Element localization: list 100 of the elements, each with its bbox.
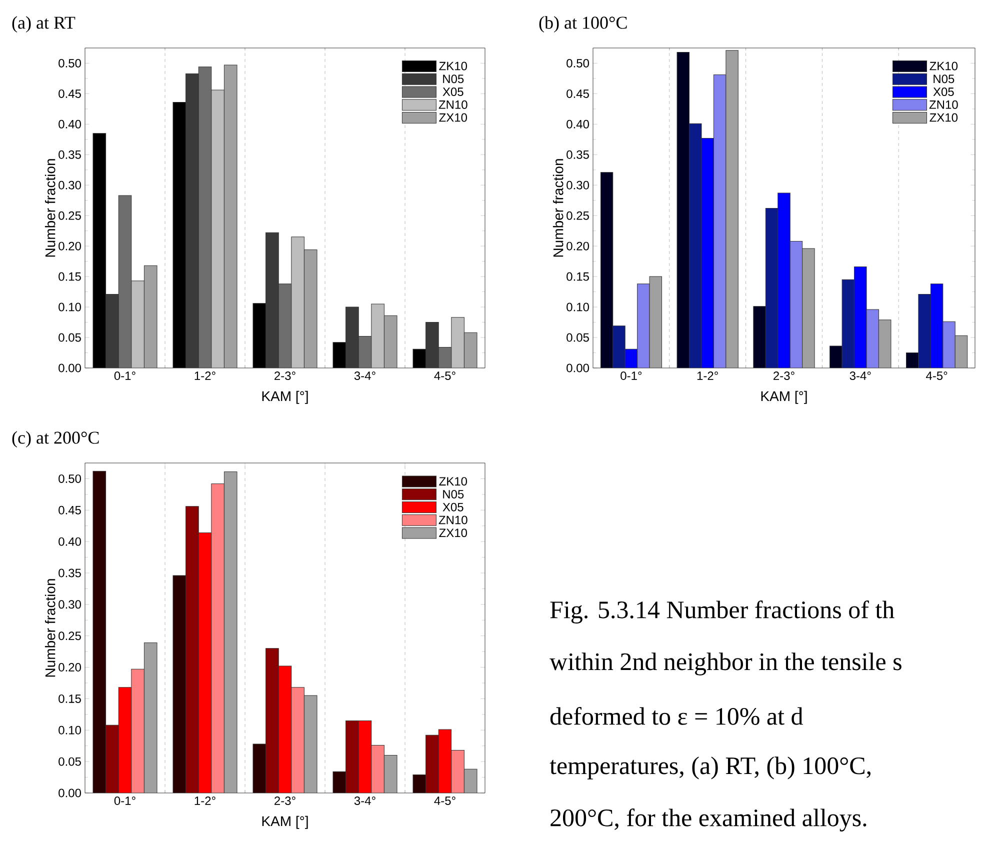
legend-label: ZX10	[439, 113, 468, 122]
y-tick-label: 0.15	[566, 272, 589, 281]
y-tick-label: 0.50	[58, 474, 82, 483]
legend-label: ZX10	[439, 528, 468, 538]
x-tick-label: 0-1°	[114, 372, 136, 380]
chart-title: (a) at RT	[12, 16, 76, 32]
chart-title: (b) at 100°C	[539, 16, 627, 32]
legend-label: ZX10	[930, 113, 958, 122]
y-tick-label: 0.45	[566, 89, 589, 98]
y-tick-label: 0.50	[566, 58, 590, 68]
x-axis-title: KAM [°]	[262, 816, 308, 829]
chart-title: (c) at 200°C	[12, 431, 99, 448]
caption: Fig. 5.3.14 Number fractions of th	[550, 600, 894, 624]
legend-label: X05	[442, 88, 464, 96]
x-tick-label: 2-3°	[274, 796, 296, 806]
bar	[918, 294, 931, 368]
y-tick-label: 0.35	[58, 568, 81, 578]
y-tick-label: 0.45	[58, 506, 81, 514]
x-tick-label: 1-2°	[194, 796, 216, 805]
x-tick-label: 4-5°	[926, 372, 948, 380]
x-tick-label: 4-5°	[434, 372, 456, 380]
bar	[144, 642, 158, 793]
y-tick-label: 0.25	[58, 632, 81, 640]
legend-label: N05	[443, 490, 464, 498]
y-tick-label: 0.40	[58, 537, 82, 546]
bar	[106, 724, 119, 793]
legend-label: ZN10	[438, 516, 468, 524]
legend-label: X05	[442, 502, 464, 512]
x-tick-label: 3-4°	[354, 372, 376, 380]
y-tick-label: 0.50	[58, 58, 82, 68]
bar	[118, 687, 132, 793]
bar	[954, 335, 968, 368]
bar	[426, 734, 439, 793]
y-tick-label: 0.20	[58, 663, 82, 672]
bar	[878, 320, 892, 368]
bar	[842, 279, 855, 368]
x-tick-label: 0-1°	[620, 372, 642, 380]
bar	[266, 648, 279, 793]
bar	[438, 729, 452, 793]
text: deformed to ε = 10% at d	[550, 707, 803, 725]
y-tick-label: 0.20	[58, 242, 82, 250]
x-tick-label: 4-5°	[434, 796, 456, 806]
y-tick-label: 0.30	[58, 180, 82, 190]
y-tick-label: 0.00	[58, 364, 82, 372]
y-tick-label: 0.20	[566, 242, 590, 250]
bar	[438, 347, 452, 368]
x-tick-label: 0-1°	[114, 796, 136, 806]
legend-label: N05	[934, 74, 954, 84]
bar	[906, 352, 919, 368]
legend-label: ZK10	[439, 62, 468, 70]
bar	[765, 208, 778, 368]
x-tick-label: 1-2°	[697, 372, 718, 380]
bar	[224, 472, 238, 793]
bar	[198, 532, 212, 793]
y-tick-label: 0.15	[58, 694, 81, 703]
bar	[649, 276, 662, 368]
bar	[600, 172, 614, 368]
y-tick-label: 0.45	[58, 89, 81, 98]
y-tick-label: 0.10	[566, 302, 590, 312]
y-axis-title: Number fraction	[44, 159, 56, 257]
x-tick-label: 2-3°	[274, 372, 296, 380]
bar	[753, 306, 766, 368]
y-tick-label: 0.30	[58, 600, 82, 609]
x-axis-title: KAM [°]	[262, 390, 308, 404]
y-tick-label: 0.40	[566, 120, 590, 128]
bar	[198, 66, 212, 368]
y-tick-label: 0.35	[58, 150, 81, 159]
y-tick-label: 0.10	[58, 302, 82, 312]
legend-label: ZK10	[930, 62, 958, 70]
y-tick-label: 0.35	[566, 150, 589, 159]
y-axis-title: Number fraction	[44, 579, 56, 677]
legend-label: ZN10	[929, 100, 958, 109]
y-tick-label: 0.25	[566, 211, 589, 220]
text: within 2nd neighbor in the tensile s	[550, 652, 902, 676]
bar	[278, 284, 292, 368]
y-tick-label: 0.25	[58, 211, 81, 220]
y-tick-label: 0.10	[58, 726, 82, 734]
bar	[689, 123, 702, 368]
bar	[186, 506, 199, 793]
bar	[830, 346, 842, 368]
x-tick-label: 3-4°	[850, 372, 871, 380]
bar	[726, 50, 738, 368]
y-tick-label: 0.00	[58, 788, 82, 798]
bar	[676, 52, 690, 368]
bar	[358, 720, 372, 793]
bar	[346, 720, 359, 793]
bar	[278, 666, 292, 793]
bar	[612, 326, 626, 368]
x-axis-title: KAM [°]	[761, 390, 807, 404]
y-tick-label: 0.05	[566, 333, 589, 342]
y-tick-label: 0.00	[566, 364, 590, 372]
y-tick-label: 0.05	[58, 757, 81, 766]
legend-label: N05	[443, 74, 464, 84]
legend-label: X05	[933, 88, 954, 96]
legend-label: ZN10	[438, 100, 468, 109]
bar	[358, 336, 372, 368]
bar	[802, 248, 815, 368]
y-tick-label: 0.30	[566, 180, 590, 190]
y-tick-label: 0.15	[58, 272, 81, 281]
legend-label: ZK10	[439, 477, 468, 486]
